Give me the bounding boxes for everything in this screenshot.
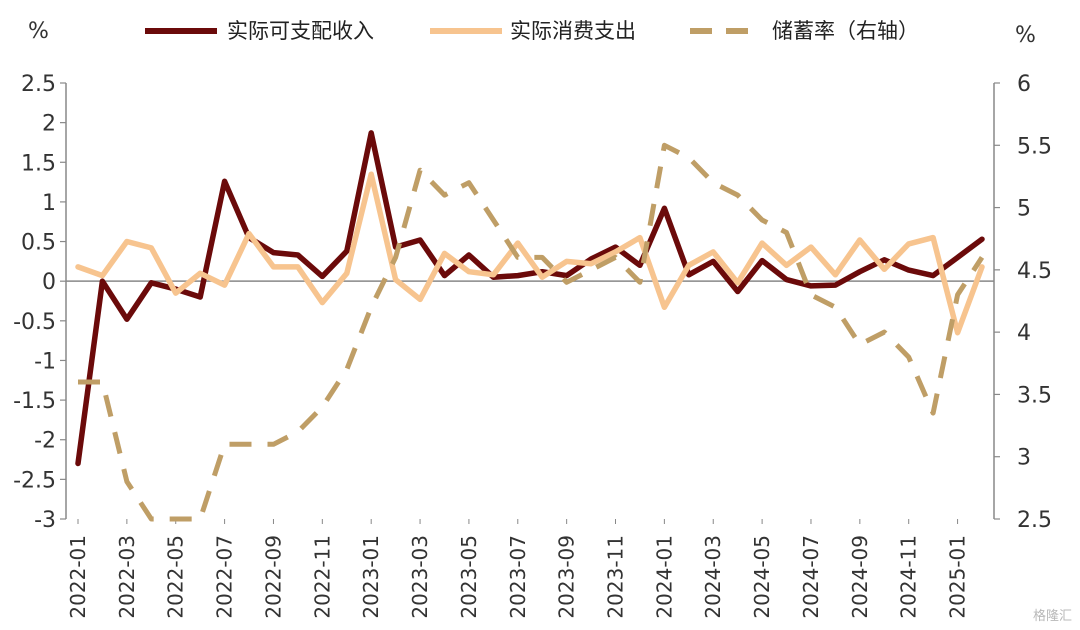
legend-label-2: 实际消费支出 (510, 19, 636, 43)
x-tick-label: 2023-05 (457, 535, 481, 619)
legend: 实际可支配收入 实际消费支出 储蓄率（右轴） (145, 19, 919, 43)
right-tick-label: 4.5 (1017, 259, 1052, 284)
left-tick-label: 1 (42, 191, 56, 216)
series-line-2 (75, 171, 985, 336)
x-tick-label: 2022-01 (66, 535, 90, 619)
legend-label-3: 储蓄率（右轴） (772, 19, 919, 43)
right-tick-label: 5.5 (1017, 134, 1052, 159)
series-line-3 (78, 142, 985, 522)
right-tick-label: 6 (1017, 72, 1031, 97)
left-tick-label: 0.5 (21, 231, 56, 256)
axes: 2.5 2 1.5 1 0.5 0 -0.5 -1 -1.5 -2 -2.5 -3 6 5.5 5 4.5 4 3… (13, 72, 1052, 619)
x-tick-label: 2022-05 (164, 535, 188, 619)
watermark: 格隆汇 (1032, 609, 1072, 624)
left-tick-label: -3 (34, 508, 56, 533)
right-unit-label: % (1015, 23, 1036, 48)
left-tick-label: 2.5 (21, 72, 56, 97)
left-tick-label: -1 (34, 349, 56, 374)
x-tick-label: 2023-11 (604, 535, 628, 619)
x-tick-label: 2023-03 (408, 535, 432, 619)
right-tick-label: 5 (1017, 197, 1031, 222)
x-tick-label: 2022-07 (213, 535, 237, 619)
x-tick-label: 2025-01 (946, 535, 970, 619)
x-tick-label: 2022-03 (115, 535, 139, 619)
x-tick-label: 2023-09 (555, 535, 579, 619)
series-layer (75, 130, 985, 522)
x-tick-label: 2024-11 (897, 535, 921, 619)
right-tick-label: 2.5 (1017, 508, 1052, 533)
x-tick-label: 2024-01 (652, 535, 676, 619)
left-tick-label: -2 (34, 429, 56, 454)
x-tick-label: 2023-01 (359, 535, 383, 619)
right-tick-label: 3 (1017, 446, 1031, 471)
left-tick-label: -0.5 (13, 310, 56, 335)
x-tick-label: 2023-07 (506, 535, 530, 619)
legend-label-1: 实际可支配收入 (227, 19, 374, 43)
left-tick-label: -2.5 (13, 468, 56, 493)
x-tick-label: 2022-11 (310, 535, 334, 619)
left-tick-label: -1.5 (13, 389, 56, 414)
series-line-1 (75, 130, 985, 467)
x-tick-label: 2024-09 (848, 535, 872, 619)
left-unit-label: % (28, 19, 49, 44)
left-tick-label: 1.5 (21, 151, 56, 176)
x-tick-label: 2024-03 (701, 535, 725, 619)
x-tick-label: 2022-09 (261, 535, 285, 619)
right-tick-label: 4 (1017, 321, 1031, 346)
right-tick-label: 3.5 (1017, 383, 1052, 408)
x-tick-label: 2024-07 (799, 535, 823, 619)
left-tick-label: 0 (42, 270, 56, 295)
x-tick-label: 2024-05 (750, 535, 774, 619)
left-tick-label: 2 (42, 112, 56, 137)
